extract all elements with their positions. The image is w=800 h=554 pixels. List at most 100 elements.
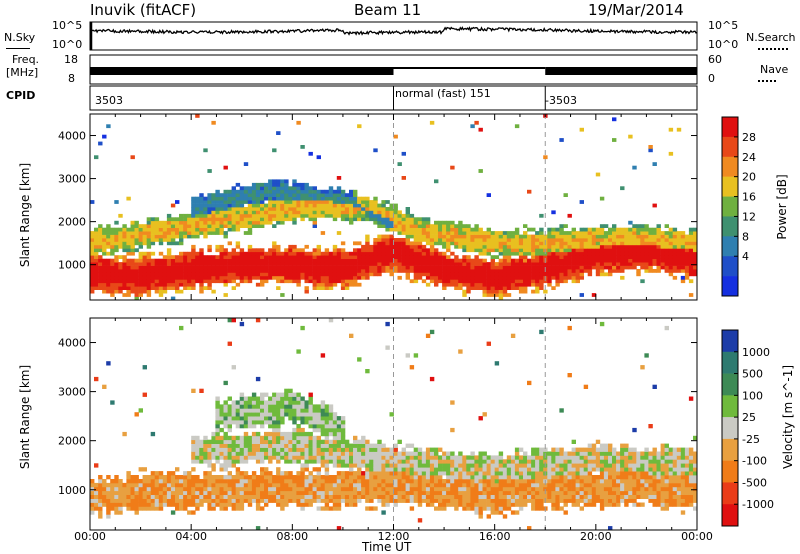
velocity-cell	[490, 471, 495, 476]
power-cell	[260, 224, 265, 228]
velocity-cell	[118, 510, 123, 515]
velocity-cell	[110, 479, 115, 484]
power-cell	[531, 244, 536, 249]
power-cell	[320, 213, 326, 218]
velocity-cell	[308, 502, 313, 507]
power-cell	[102, 244, 107, 249]
power-cell	[559, 255, 564, 259]
velocity-cell	[199, 498, 204, 503]
velocity-cell	[247, 416, 253, 421]
power-cell	[187, 227, 192, 232]
power-cell	[191, 231, 196, 235]
power-cell	[648, 248, 653, 253]
power-cell	[199, 200, 204, 204]
velocity-cell	[223, 447, 228, 452]
power-cell	[462, 293, 467, 297]
power-cell	[648, 255, 653, 259]
power-cell	[672, 265, 678, 270]
velocity-cell	[284, 443, 289, 448]
velocity-cell	[587, 451, 593, 456]
power-cell	[446, 248, 451, 253]
power-cell	[466, 269, 471, 273]
power-cell	[591, 265, 597, 270]
velocity-cell	[555, 455, 560, 460]
velocity-cell	[559, 447, 564, 452]
power-cell	[353, 203, 358, 208]
power-cell	[486, 238, 491, 242]
power-cell	[506, 258, 512, 263]
power-cell	[199, 227, 204, 232]
power-cell	[438, 241, 443, 246]
power-cell	[361, 262, 366, 266]
velocity-cell	[518, 498, 524, 503]
velocity-cell	[494, 471, 500, 476]
velocity-cell	[215, 455, 220, 460]
power-cell	[138, 286, 143, 290]
power-cell	[357, 203, 362, 208]
velocity-cell	[231, 400, 236, 405]
velocity-cell	[357, 498, 362, 503]
velocity-cell	[154, 479, 160, 484]
power-cell	[514, 282, 520, 287]
velocity-cell	[409, 365, 415, 370]
velocity-cell	[365, 463, 370, 468]
velocity-cell	[340, 471, 346, 476]
power-cell	[555, 265, 560, 270]
power-cell	[365, 213, 370, 218]
power-cell	[98, 141, 103, 146]
power-cell	[138, 224, 143, 228]
power-cell	[559, 258, 564, 263]
power-cell	[381, 220, 386, 225]
velocity-cell	[523, 467, 528, 472]
power-cell	[547, 262, 552, 266]
power-cell	[579, 227, 584, 232]
velocity-cell	[195, 447, 200, 452]
velocity-cell	[316, 427, 321, 433]
power-cell	[239, 203, 245, 208]
power-ytick-label: 2000	[58, 216, 86, 229]
power-cell	[518, 269, 524, 273]
velocity-cell	[502, 479, 508, 484]
power-cell	[417, 231, 423, 235]
power-cell	[369, 269, 374, 273]
velocity-cell	[324, 424, 330, 429]
power-cell	[251, 210, 257, 215]
power-cell	[227, 193, 232, 197]
velocity-cell	[280, 479, 285, 484]
power-cell	[409, 279, 415, 284]
power-cell	[211, 213, 216, 218]
power-cell	[304, 200, 309, 204]
power-cell	[434, 224, 439, 228]
velocity-cell	[514, 498, 520, 503]
power-cell	[446, 241, 451, 246]
velocity-cell	[90, 482, 95, 488]
power-cell	[268, 210, 273, 215]
velocity-cell	[369, 506, 374, 511]
power-cell	[587, 269, 593, 273]
velocity-cell	[308, 443, 313, 448]
power-cell	[543, 289, 548, 294]
power-cell	[454, 241, 459, 246]
velocity-cell	[535, 459, 540, 464]
power-cell	[595, 251, 601, 256]
power-cell	[365, 217, 370, 222]
power-cell	[187, 265, 192, 270]
power-cell	[680, 248, 686, 253]
power-cell	[183, 279, 188, 284]
velocity-cell	[142, 494, 147, 499]
power-cell	[664, 248, 669, 253]
power-cell	[122, 255, 127, 259]
power-cell	[349, 207, 354, 211]
power-cell	[114, 234, 119, 239]
power-cell	[624, 251, 629, 256]
power-cell	[494, 244, 500, 249]
power-cell	[179, 289, 184, 294]
power-cell	[179, 269, 184, 273]
velocity-cell	[506, 482, 512, 488]
power-cell	[575, 279, 580, 284]
power-cell	[401, 238, 406, 242]
power-cell	[381, 255, 386, 259]
power-cell	[231, 269, 236, 273]
velocity-cell	[276, 502, 281, 507]
power-cell	[344, 217, 350, 222]
